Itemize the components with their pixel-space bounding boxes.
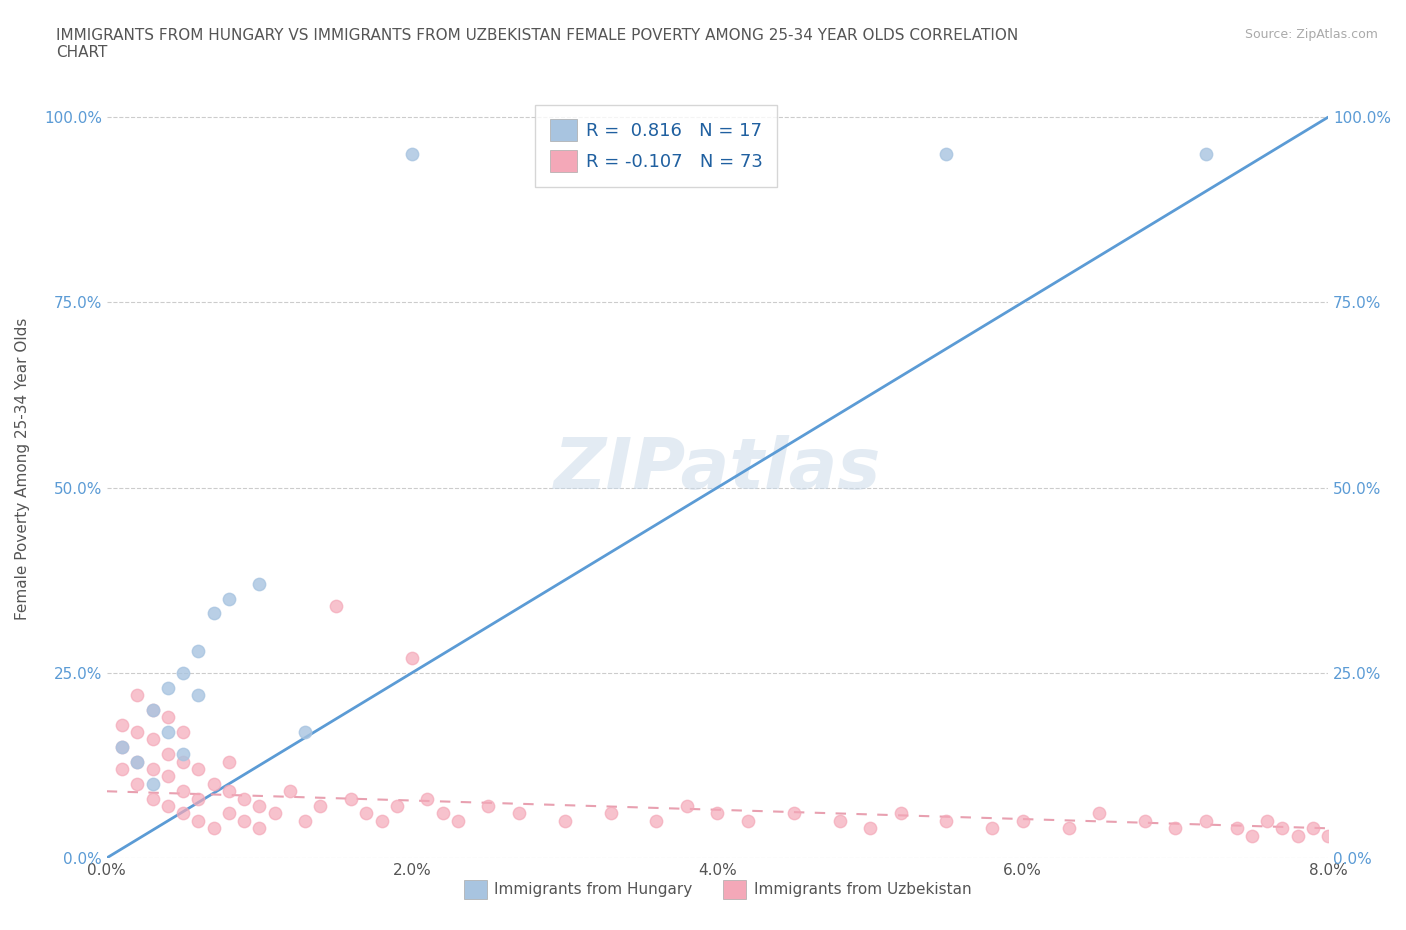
Point <box>202 606 225 621</box>
Point <box>202 821 225 836</box>
Point <box>127 724 149 739</box>
Point <box>447 814 470 829</box>
Point <box>142 702 165 717</box>
Point <box>1195 147 1218 162</box>
Point <box>1271 821 1294 836</box>
Point <box>187 791 209 806</box>
Point <box>218 754 240 769</box>
Point <box>172 754 194 769</box>
Text: ZIPatlas: ZIPatlas <box>554 434 882 503</box>
Point <box>218 591 240 606</box>
Point <box>1164 821 1187 836</box>
Point <box>187 643 209 658</box>
Point <box>783 806 806 821</box>
Point <box>142 732 165 747</box>
Point <box>294 724 316 739</box>
Point <box>294 814 316 829</box>
Point <box>249 577 271 591</box>
Point <box>249 799 271 814</box>
Point <box>645 814 668 829</box>
Point <box>249 821 271 836</box>
Point <box>156 747 179 762</box>
Point <box>218 784 240 799</box>
Point <box>263 806 285 821</box>
Point <box>859 821 882 836</box>
Point <box>111 762 134 777</box>
Legend: R =  0.816   N = 17, R = -0.107   N = 73: R = 0.816 N = 17, R = -0.107 N = 73 <box>536 105 778 187</box>
Point <box>218 806 240 821</box>
Point <box>111 739 134 754</box>
Point <box>1088 806 1111 821</box>
Point <box>127 777 149 791</box>
Point <box>142 702 165 717</box>
Point <box>187 762 209 777</box>
Point <box>1286 829 1309 844</box>
Point <box>706 806 728 821</box>
Point <box>1057 821 1080 836</box>
Point <box>432 806 454 821</box>
Point <box>1256 814 1278 829</box>
Point <box>356 806 378 821</box>
Point <box>309 799 332 814</box>
Point <box>1302 821 1324 836</box>
Point <box>187 814 209 829</box>
Point <box>1133 814 1156 829</box>
Point <box>1347 829 1369 844</box>
Point <box>737 814 759 829</box>
Point <box>890 806 912 821</box>
Point <box>156 799 179 814</box>
Point <box>172 665 194 680</box>
Point <box>401 147 423 162</box>
Point <box>142 777 165 791</box>
Point <box>172 747 194 762</box>
Point <box>202 777 225 791</box>
Point <box>1240 829 1263 844</box>
Point <box>477 799 499 814</box>
Point <box>981 821 1004 836</box>
Point <box>142 791 165 806</box>
Point <box>508 806 530 821</box>
Point <box>416 791 439 806</box>
Point <box>127 754 149 769</box>
Y-axis label: Female Poverty Among 25-34 Year Olds: Female Poverty Among 25-34 Year Olds <box>15 318 30 620</box>
Point <box>172 806 194 821</box>
Text: Source: ZipAtlas.com: Source: ZipAtlas.com <box>1244 28 1378 41</box>
Point <box>554 814 576 829</box>
Point <box>1225 821 1247 836</box>
Point <box>127 687 149 702</box>
Point <box>325 599 347 614</box>
Point <box>156 769 179 784</box>
Point <box>187 687 209 702</box>
Point <box>111 717 134 732</box>
Point <box>156 680 179 695</box>
Point <box>142 762 165 777</box>
Point <box>233 814 256 829</box>
Point <box>1011 814 1033 829</box>
Point <box>340 791 363 806</box>
Point <box>401 650 423 665</box>
Point <box>385 799 408 814</box>
Point <box>172 784 194 799</box>
Point <box>1317 829 1340 844</box>
Point <box>156 710 179 724</box>
Point <box>935 814 957 829</box>
Point <box>127 754 149 769</box>
Point <box>935 147 957 162</box>
Point <box>370 814 392 829</box>
Point <box>233 791 256 806</box>
Point <box>1195 814 1218 829</box>
Point <box>599 806 621 821</box>
Point <box>278 784 301 799</box>
Text: IMMIGRANTS FROM HUNGARY VS IMMIGRANTS FROM UZBEKISTAN FEMALE POVERTY AMONG 25-34: IMMIGRANTS FROM HUNGARY VS IMMIGRANTS FR… <box>56 28 1018 60</box>
Point <box>676 799 699 814</box>
Point <box>156 724 179 739</box>
Point <box>111 739 134 754</box>
Point <box>172 724 194 739</box>
Point <box>1331 821 1354 836</box>
Point <box>828 814 851 829</box>
